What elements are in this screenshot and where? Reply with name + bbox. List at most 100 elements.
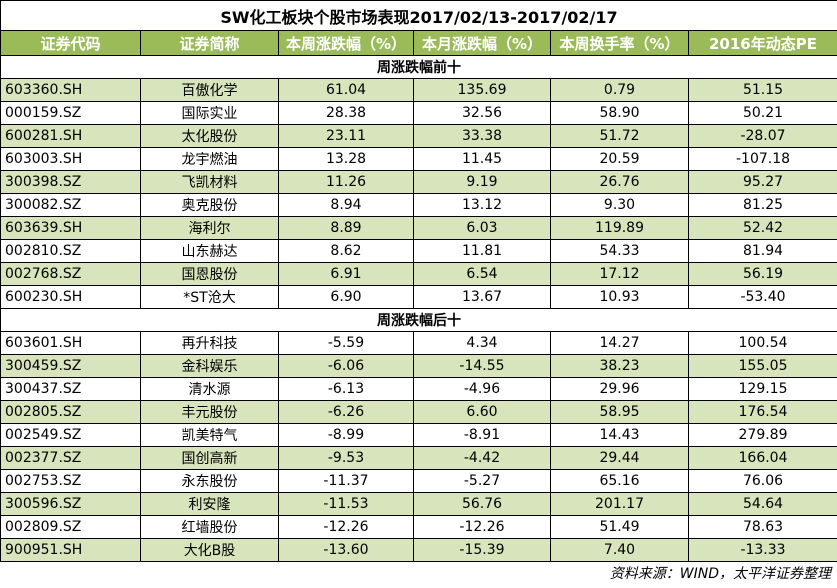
cell: 58.90 (550, 101, 689, 125)
cell: 81.25 (687, 193, 837, 217)
cell: -5.27 (413, 469, 551, 493)
cell: 13.12 (413, 193, 551, 217)
cell: 8.62 (278, 239, 414, 263)
cell: 176.54 (687, 400, 837, 424)
cell: 飞凯材料 (140, 170, 279, 194)
header-cell: 本月涨跌幅（%） (413, 30, 551, 56)
data-row: 002549.SZ 凯美特气 -8.99 -8.91 14.43 279.89 (0, 423, 837, 447)
cell: 300082.SZ (0, 193, 141, 217)
cell: 丰元股份 (140, 400, 279, 424)
cell: -12.26 (413, 515, 551, 539)
cell: 29.44 (550, 446, 689, 470)
cell: -107.18 (687, 147, 837, 171)
data-row: 603003.SH 龙宇燃油 13.28 11.45 20.59 -107.18 (0, 147, 837, 171)
cell: 7.40 (550, 538, 689, 562)
header-cell: 本周换手率（%） (550, 30, 689, 56)
cell: 11.81 (413, 239, 551, 263)
cell: 29.96 (550, 377, 689, 401)
cell: -53.40 (687, 285, 837, 309)
cell: 78.63 (687, 515, 837, 539)
cell: 凯美特气 (140, 423, 279, 447)
cell: 23.11 (278, 124, 414, 148)
cell: 54.64 (687, 492, 837, 516)
cell: 38.23 (550, 354, 689, 378)
cell: 6.03 (413, 216, 551, 240)
cell: 51.49 (550, 515, 689, 539)
cell: -14.55 (413, 354, 551, 378)
cell: -5.59 (278, 331, 414, 355)
section-row: 周涨跌幅前十 (0, 55, 837, 79)
cell: 51.15 (687, 78, 837, 102)
cell: -13.60 (278, 538, 414, 562)
data-table: SW化工板块个股市场表现2017/02/13-2017/02/17 证券代码 证券… (0, 0, 837, 562)
cell: 海利尔 (140, 216, 279, 240)
cell: 81.94 (687, 239, 837, 263)
cell: 6.54 (413, 262, 551, 286)
cell: 9.30 (550, 193, 689, 217)
cell: 11.26 (278, 170, 414, 194)
cell: 金科娱乐 (140, 354, 279, 378)
cell: -8.99 (278, 423, 414, 447)
cell: 51.72 (550, 124, 689, 148)
cell: 002549.SZ (0, 423, 141, 447)
cell: 54.33 (550, 239, 689, 263)
cell: 279.89 (687, 423, 837, 447)
cell: 000159.SZ (0, 101, 141, 125)
data-row: 002768.SZ 国恩股份 6.91 6.54 17.12 56.19 (0, 262, 837, 286)
cell: 奥克股份 (140, 193, 279, 217)
header-cell: 证券代码 (0, 30, 141, 56)
cell: 国创高新 (140, 446, 279, 470)
cell: 龙宇燃油 (140, 147, 279, 171)
data-row: 002753.SZ 永东股份 -11.37 -5.27 65.16 76.06 (0, 469, 837, 493)
cell: 603003.SH (0, 147, 141, 171)
cell: 17.12 (550, 262, 689, 286)
cell: -6.06 (278, 354, 414, 378)
cell: 135.69 (413, 78, 551, 102)
cell: 33.38 (413, 124, 551, 148)
data-row: 603601.SH 再升科技 -5.59 4.34 14.27 100.54 (0, 331, 837, 355)
data-row: 600230.SH *ST沧大 6.90 13.67 10.93 -53.40 (0, 285, 837, 309)
cell: 清水源 (140, 377, 279, 401)
data-row: 002377.SZ 国创高新 -9.53 -4.42 29.44 166.04 (0, 446, 837, 470)
cell: 13.28 (278, 147, 414, 171)
table-title: SW化工板块个股市场表现2017/02/13-2017/02/17 (0, 0, 837, 31)
cell: 95.27 (687, 170, 837, 194)
cell: 28.38 (278, 101, 414, 125)
cell: 10.93 (550, 285, 689, 309)
cell: 8.94 (278, 193, 414, 217)
header-row: 证券代码 证券简称 本周涨跌幅（%） 本月涨跌幅（%） 本周换手率（%） 2016年动态P… (0, 30, 837, 56)
cell: -4.96 (413, 377, 551, 401)
cell: 201.17 (550, 492, 689, 516)
cell: -11.37 (278, 469, 414, 493)
cell: 52.42 (687, 216, 837, 240)
data-row: 002805.SZ 丰元股份 -6.26 6.60 58.95 176.54 (0, 400, 837, 424)
cell: 国恩股份 (140, 262, 279, 286)
cell: 8.89 (278, 216, 414, 240)
cell: 6.90 (278, 285, 414, 309)
data-row: 002810.SZ 山东赫达 8.62 11.81 54.33 81.94 (0, 239, 837, 263)
cell: 603360.SH (0, 78, 141, 102)
header-cell: 本周涨跌幅（%） (278, 30, 414, 56)
cell: 603639.SH (0, 216, 141, 240)
cell: 百傲化学 (140, 78, 279, 102)
cell: 0.79 (550, 78, 689, 102)
cell: -13.33 (687, 538, 837, 562)
cell: -15.39 (413, 538, 551, 562)
cell: 300398.SZ (0, 170, 141, 194)
cell: 9.19 (413, 170, 551, 194)
header-cell: 证券简称 (140, 30, 279, 56)
title-row: SW化工板块个股市场表现2017/02/13-2017/02/17 (0, 0, 837, 31)
cell: 002810.SZ (0, 239, 141, 263)
cell: 利安隆 (140, 492, 279, 516)
cell: -6.26 (278, 400, 414, 424)
header-cell: 2016年动态PE (687, 30, 837, 56)
table-body: SW化工板块个股市场表现2017/02/13-2017/02/17 证券代码 证券… (0, 0, 837, 562)
cell: 32.56 (413, 101, 551, 125)
data-row: 300398.SZ 飞凯材料 11.26 9.19 26.76 95.27 (0, 170, 837, 194)
data-row: 300082.SZ 奥克股份 8.94 13.12 9.30 81.25 (0, 193, 837, 217)
cell: 129.15 (687, 377, 837, 401)
cell: 119.89 (550, 216, 689, 240)
cell: 76.06 (687, 469, 837, 493)
data-row: 600281.SH 太化股份 23.11 33.38 51.72 -28.07 (0, 124, 837, 148)
